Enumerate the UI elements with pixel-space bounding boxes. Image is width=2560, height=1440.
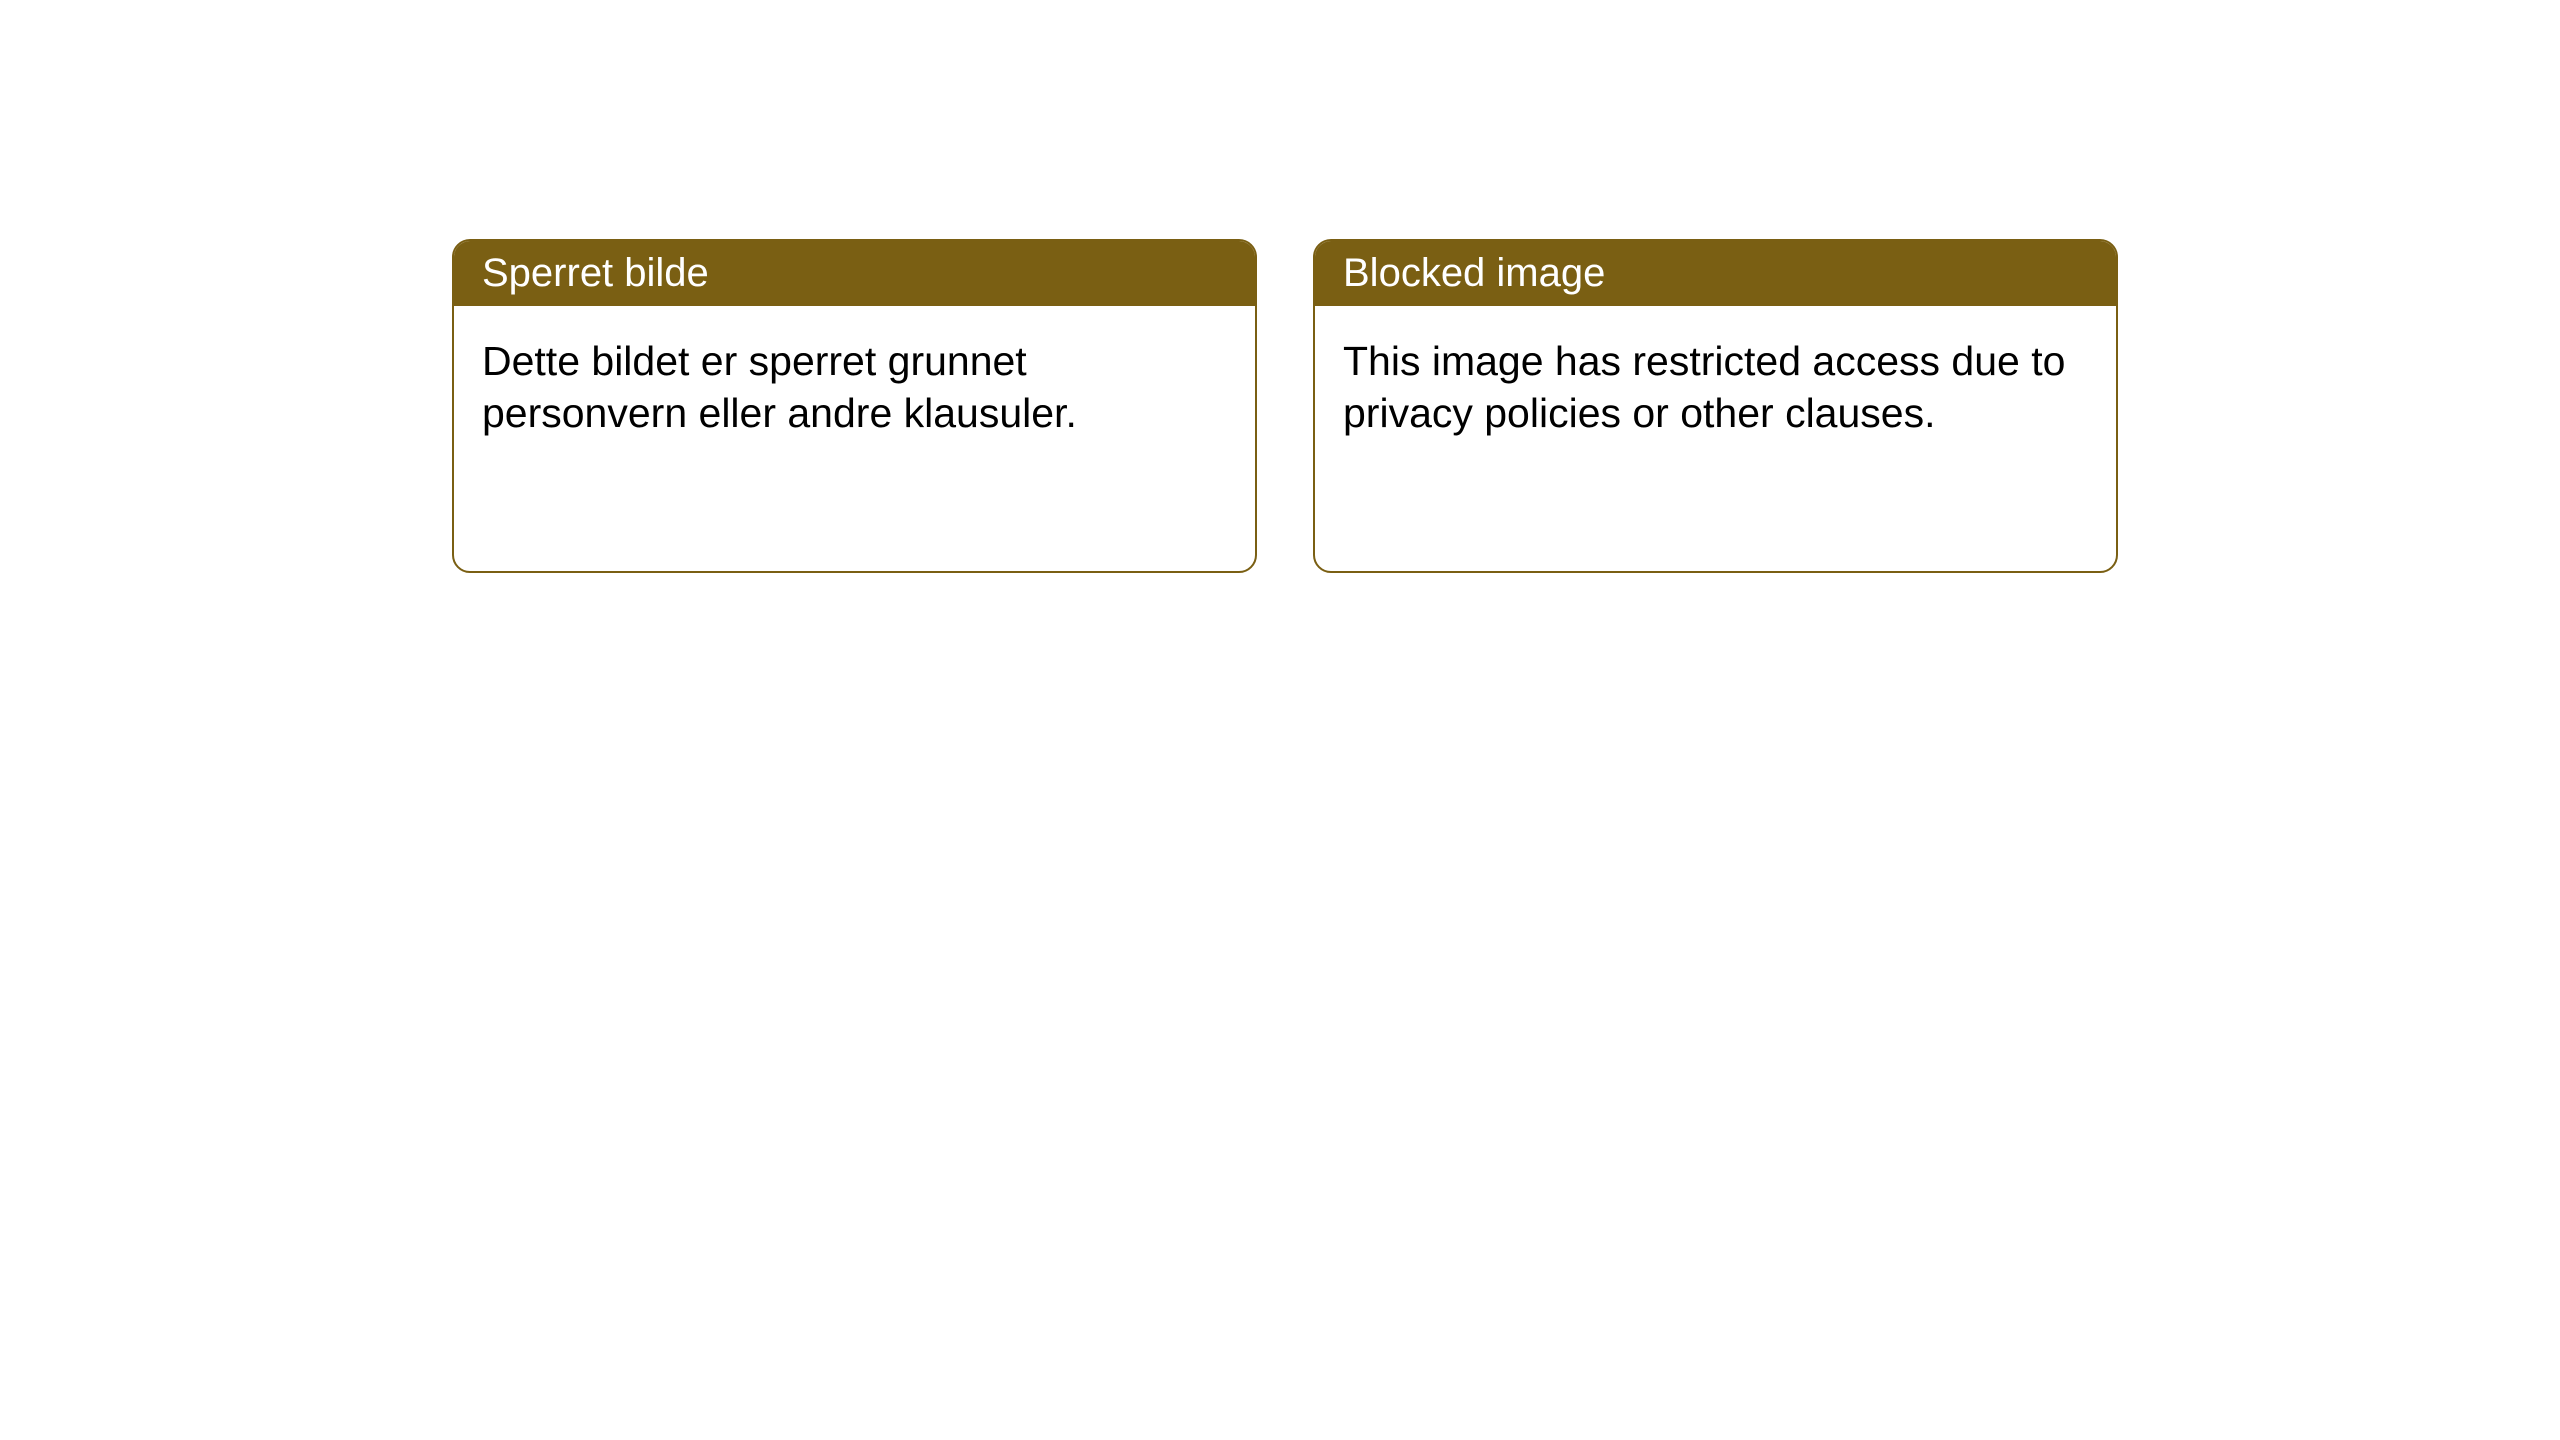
notice-body-text: This image has restricted access due to … (1343, 338, 2065, 436)
notice-header: Blocked image (1315, 241, 2116, 306)
blocked-image-notice-container: Sperret bilde Dette bildet er sperret gr… (0, 0, 2560, 573)
notice-body-text: Dette bildet er sperret grunnet personve… (482, 338, 1077, 436)
notice-card-english: Blocked image This image has restricted … (1313, 239, 2118, 573)
notice-body: Dette bildet er sperret grunnet personve… (454, 306, 1255, 469)
notice-title: Sperret bilde (482, 251, 709, 295)
notice-card-norwegian: Sperret bilde Dette bildet er sperret gr… (452, 239, 1257, 573)
notice-title: Blocked image (1343, 251, 1605, 295)
notice-header: Sperret bilde (454, 241, 1255, 306)
notice-body: This image has restricted access due to … (1315, 306, 2116, 469)
